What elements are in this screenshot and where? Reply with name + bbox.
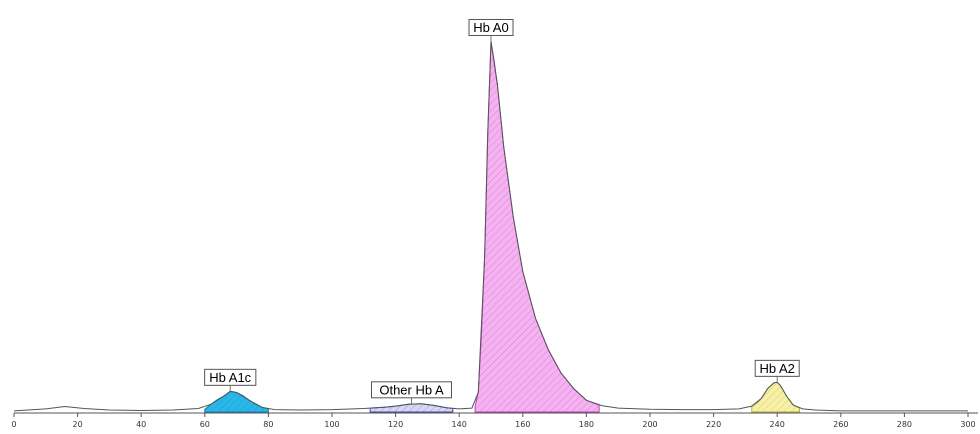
peak-label-box [204,368,257,386]
peak-labels: Hb A1c Other Hb A Hb A0 Hb A2 [204,19,800,404]
peak-label-text: Hb A1c [209,370,251,385]
peak-label-hb-a0: Hb A0 [468,19,514,42]
peak-fills [204,41,800,413]
x-tick-label: 240 [770,420,785,429]
peak-label-text: Hb A2 [759,361,794,376]
x-tick-label: 60 [200,420,210,429]
x-tick-label: 0 [11,420,16,429]
peak-label-other-hb-a: Other Hb A [371,381,452,404]
peak-area-hb-a0 [474,41,600,413]
peak-label-box [371,381,452,399]
x-tick-label: 200 [642,420,657,429]
x-tick-label: 140 [452,420,467,429]
peak-label-box [754,359,800,377]
peak-label-hb-a1c: Hb A1c [204,368,257,392]
peak-label-box [468,19,514,36]
peak-area-hb-a2 [751,381,800,413]
peak-label-text: Hb A0 [473,20,508,35]
chromatogram-trace [13,41,968,412]
peak-label-hb-a2: Hb A2 [754,359,800,383]
x-tick-label: 260 [833,420,848,429]
x-tick-label: 20 [73,420,83,429]
x-tick-label: 40 [136,420,146,429]
peak-area-other-hb-a [369,403,454,413]
x-tick-label: 220 [706,420,721,429]
baseline-trace-layer [13,41,968,412]
x-tick-label: 280 [897,420,912,429]
x-tick-label: 100 [324,420,339,429]
x-tick-label: 160 [515,420,530,429]
x-tick-label: 300 [960,420,975,429]
x-tick-label: 180 [579,420,594,429]
peak-label-text: Other Hb A [379,382,444,397]
x-axis: 0 20 40 60 80 100 120 140 160 180 200 220 240 260 280 3… [11,412,978,429]
x-tick-label: 80 [263,420,273,429]
x-tick-label: 120 [388,420,403,429]
